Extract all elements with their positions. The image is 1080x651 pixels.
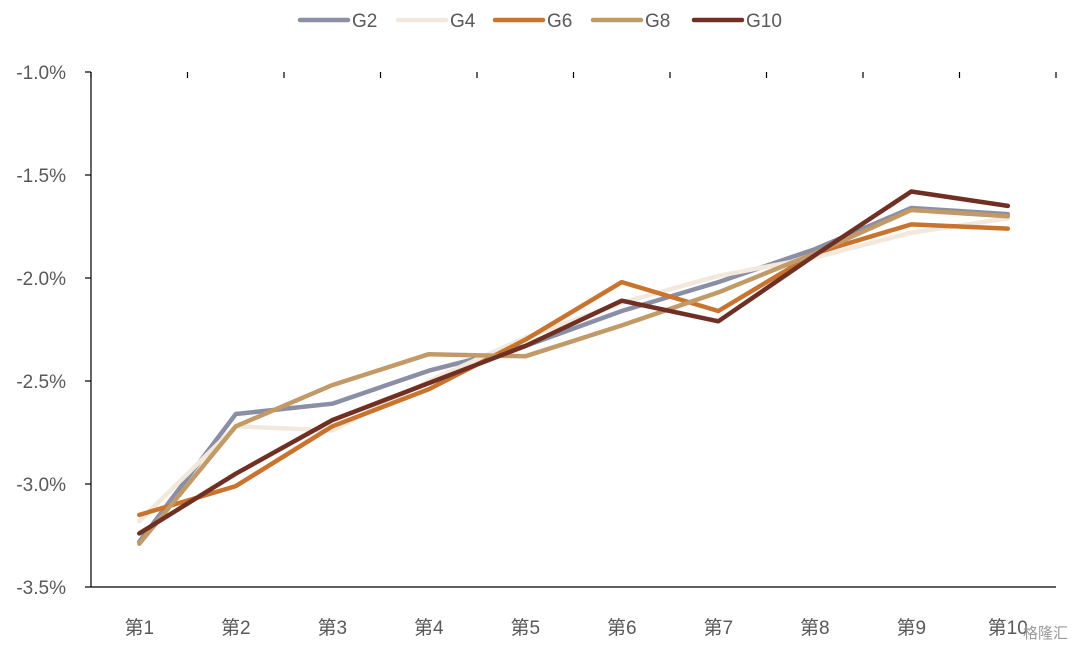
x-tick-label: 第1 <box>124 617 154 639</box>
x-tick-label: 第4 <box>414 617 444 639</box>
series-line-g6 <box>137 222 1011 518</box>
y-tick-label: -1.5% <box>16 166 66 187</box>
x-tick-label: 第9 <box>896 617 926 639</box>
legend: G2 G4 G6 G8 G10 <box>297 11 782 32</box>
x-axis: 第1 第2 第3 第4 第5 第6 第7 第8 第9 第10 <box>90 72 1057 639</box>
x-tick-label: 第8 <box>800 617 830 639</box>
y-tick-label: -2.0% <box>16 269 66 290</box>
y-tick-label: -2.5% <box>16 372 66 393</box>
series-line-g4 <box>137 216 1011 524</box>
legend-label: G2 <box>352 11 377 32</box>
y-axis: -1.0% -1.5% -2.0% -2.5% -3.0% -3.5% <box>16 63 92 599</box>
legend-label: G4 <box>450 11 476 32</box>
y-tick-label: -3.0% <box>16 475 66 496</box>
series-layer <box>137 189 1011 546</box>
x-tick-label: 第5 <box>510 617 540 639</box>
legend-label: G8 <box>645 11 670 32</box>
legend-label: G6 <box>547 11 572 32</box>
series-line-g10 <box>137 189 1011 536</box>
series-line-g2 <box>137 205 1011 544</box>
x-tick-label: 第6 <box>607 617 637 639</box>
x-tick-label: 第7 <box>703 617 733 639</box>
watermark-text: 格隆汇 <box>1022 624 1068 642</box>
legend-label: G10 <box>746 11 782 32</box>
y-tick-label: -3.5% <box>16 578 66 599</box>
series-line-g8 <box>137 207 1011 546</box>
x-tick-label: 第2 <box>221 617 251 639</box>
y-tick-label: -1.0% <box>16 63 66 84</box>
x-tick-label: 第10 <box>988 617 1028 639</box>
x-tick-label: 第3 <box>317 617 347 639</box>
